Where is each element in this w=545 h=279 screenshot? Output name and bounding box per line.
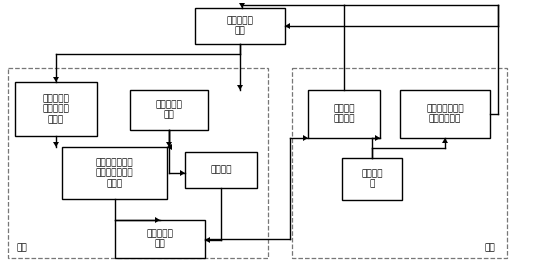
Text: 行驶中储能系统
电压较高且离合
器分离: 行驶中储能系统 电压较高且离合 器分离 [96,158,134,188]
Text: 司机台开关
状态: 司机台开关 状态 [155,100,183,120]
Bar [130,90,208,130]
Text: 滑车状态: 滑车状态 [210,165,232,174]
Text: 气刹气压
低: 气刹气压 低 [361,169,383,189]
Bar [8,68,268,258]
Bar [400,90,490,138]
Text: 发动机停止
状态: 发动机停止 状态 [147,229,173,249]
Polygon shape [285,23,290,29]
Polygon shape [155,217,160,223]
Bar [342,158,402,200]
Text: 发动机启动
状态: 发动机启动 状态 [227,16,253,36]
Bar [308,90,380,138]
Polygon shape [53,142,59,147]
Polygon shape [180,170,185,176]
Text: 发动机目标转速
接近一特定值: 发动机目标转速 接近一特定值 [426,104,464,124]
Polygon shape [167,144,172,150]
Text: 检测: 检测 [17,244,27,252]
Bar [185,152,257,188]
Polygon shape [442,138,448,143]
Bar [292,68,507,258]
Text: 停车状态且
储能系统电
压较高: 停车状态且 储能系统电 压较高 [43,94,69,124]
Polygon shape [237,85,243,90]
Bar [195,8,285,44]
Polygon shape [239,3,245,8]
Polygon shape [303,135,308,141]
Polygon shape [53,77,59,82]
Bar [62,147,167,199]
Text: 检测: 检测 [485,244,495,252]
Text: 储能系统
电压较低: 储能系统 电压较低 [333,104,355,124]
Polygon shape [205,237,210,243]
Polygon shape [166,142,172,147]
Bar [115,220,205,258]
Bar [15,82,97,136]
Polygon shape [375,135,380,141]
